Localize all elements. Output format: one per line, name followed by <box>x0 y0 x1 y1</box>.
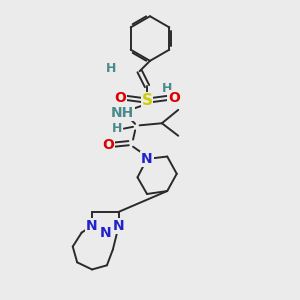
Text: N: N <box>100 226 111 240</box>
Text: N: N <box>141 152 153 166</box>
Text: NH: NH <box>111 106 134 120</box>
Text: N: N <box>100 226 111 240</box>
Text: O: O <box>102 138 114 152</box>
Text: H: H <box>112 122 122 135</box>
Text: S: S <box>142 93 152 108</box>
Text: H: H <box>161 82 172 95</box>
Text: H: H <box>106 62 116 75</box>
Text: N: N <box>86 219 98 233</box>
Text: N: N <box>86 219 98 233</box>
Text: N: N <box>141 152 153 166</box>
Text: N: N <box>113 219 124 233</box>
Text: O: O <box>168 91 180 105</box>
Text: N: N <box>113 219 124 233</box>
Text: O: O <box>114 91 126 105</box>
